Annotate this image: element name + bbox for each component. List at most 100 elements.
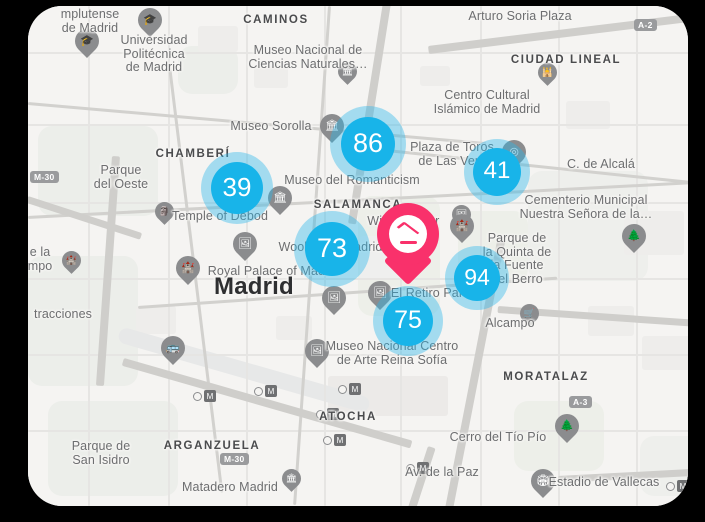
poi-pin[interactable]: 🛒 [516,300,543,329]
poi-pin[interactable]: 🎓 [133,6,167,39]
poi-pin[interactable]: 🏰 [58,247,85,276]
poi-pin[interactable]: 🖼 [363,276,397,312]
district-label: MORATALAZ [503,371,589,383]
stadium-icon: 🏟 [536,474,550,487]
metro-icon: M [349,383,361,395]
bus-stop-icon [666,481,675,491]
transit-marker[interactable]: M [316,408,339,420]
place-label: Arturo Soria Plaza [468,9,572,23]
bus-stop-icon [406,463,415,473]
transit-marker[interactable]: M [193,390,216,402]
roof-chevron-icon [389,215,427,253]
cluster-count: 39 [222,171,252,202]
cluster-core[interactable]: 75 [383,296,433,346]
bus-stop-icon [254,386,263,396]
highway-shield: M-30 [220,453,249,465]
city-label: Madrid [214,273,294,300]
poi-pin[interactable]: 🕌 [534,59,561,88]
graduation-cap-icon: 🎓 [80,34,94,47]
poi-pin[interactable]: ◎ [497,135,531,171]
place-label: Matadero Madrid [182,480,278,494]
poi-pin[interactable]: 🏛 [315,109,349,145]
poi-pin[interactable]: 🌲 [617,219,651,255]
cluster-marker[interactable]: 94 [445,246,509,310]
district-label: ARGANZUELA [163,440,261,452]
poi-pin[interactable]: 🚌 [156,331,190,367]
poi-pin[interactable]: 🗿 [151,198,178,227]
place-label: Centro Cultural Islámico de Madrid [433,88,541,116]
cluster-core[interactable]: 39 [211,162,263,214]
place-label: Av. de la Paz [405,465,479,479]
poi-pin[interactable]: 🏛 [263,181,297,217]
cluster-core[interactable]: 94 [454,255,500,301]
selected-location-pin[interactable] [377,203,439,286]
cluster-core[interactable]: 73 [305,222,359,276]
metro-icon: M [204,390,216,402]
tree-icon: 🌲 [627,229,641,242]
metro-icon: M [334,434,346,446]
district-label: ATOCHA [319,411,377,423]
cluster-count: 86 [352,127,384,158]
transit-marker[interactable]: M [666,480,688,492]
poi-pin[interactable]: 🏰 [445,209,479,245]
place-label: Estadio de Vallecas [548,475,660,489]
place-label: Museo del Romanticism [284,173,420,187]
transit-marker[interactable]: M [323,434,346,446]
district-label: CHAMBERÍ [155,148,231,160]
bus-stop-icon [193,391,202,401]
poi-pin[interactable]: 🖼 [228,227,262,263]
cluster-count: 75 [394,305,422,334]
district-label: CAMINOS [243,14,309,26]
cluster-count: 41 [483,157,511,184]
cluster-count: 73 [316,232,348,263]
mosque-icon: 🕌 [541,67,554,77]
cluster-core[interactable]: 86 [341,117,395,171]
monument-icon: 🗿 [158,206,171,216]
museum-icon: 🏛 [273,191,287,204]
poi-pin[interactable]: 🎓 [70,24,104,60]
poi-pin[interactable]: 🏰 [171,251,205,287]
cluster-marker[interactable]: 73 [294,211,370,287]
cluster-marker[interactable]: 75 [373,286,443,356]
place-label: Museo Nacional Centro de Arte Reina Sofí… [325,339,459,367]
graduation-cap-icon: 🎓 [143,13,157,26]
poi-pin[interactable]: 🖼 [300,334,334,370]
cluster-core[interactable]: 41 [473,148,521,196]
place-label: tracciones [34,307,92,321]
bus-stop-icon [316,409,325,419]
transit-marker[interactable]: M [406,462,429,474]
castle-icon: 🏰 [455,219,469,232]
poi-pin[interactable]: 🏛 [334,58,361,87]
transit-marker[interactable]: M [338,383,361,395]
highway-shield: M-30 [30,171,59,183]
place-label: Parque del Oeste [93,163,149,191]
bullring-icon: ◎ [509,145,519,158]
poi-pin[interactable]: 🏟 [526,464,560,500]
cluster-marker[interactable]: 41 [464,139,530,205]
place-label: mplutense de Madrid [60,7,120,35]
highway-shield: A-2 [634,19,657,31]
cluster-marker[interactable]: 39 [201,152,273,224]
castle-icon: 🏰 [181,261,195,274]
museum-icon: 🏛 [285,473,298,483]
district-label: CIUDAD LINEAL [510,54,622,66]
place-label: Parque de San Isidro [71,439,131,467]
place-label: e la mpo [28,245,53,273]
museum-icon: 🏛 [341,66,354,76]
poi-pin[interactable]: 🌲 [550,409,584,445]
place-label: Alcampo [485,316,535,330]
museum-icon: 🏛 [325,119,339,132]
cart-icon: 🛒 [523,308,536,318]
poi-pin[interactable]: 🏛 [278,465,305,494]
place-label: Cerro del Tío Pío [449,430,547,444]
photo-icon: 🖼 [373,286,387,299]
photo-icon: 🖼 [327,291,341,304]
poi-pin[interactable]: 🖼 [317,281,351,317]
cluster-marker[interactable]: 86 [330,106,406,182]
bar-icon [399,240,417,245]
place-label: Universidad Politécnica de Madrid [120,33,188,74]
transit-marker[interactable]: M [254,385,277,397]
